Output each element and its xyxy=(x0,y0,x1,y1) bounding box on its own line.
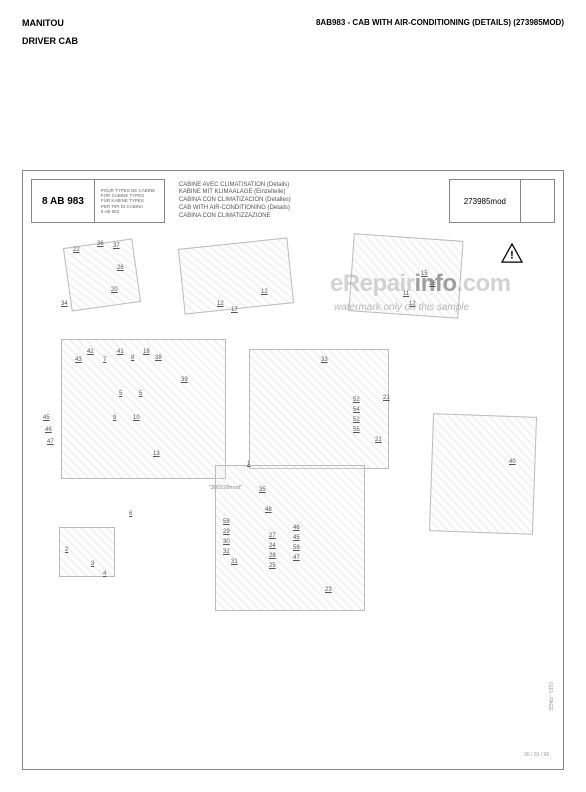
callout-number: 58 xyxy=(223,519,230,525)
callout-number: 28 xyxy=(269,553,276,559)
callout-number: 13 xyxy=(153,451,160,457)
callout-number: 9 xyxy=(113,415,116,421)
section-label: DRIVER CAB xyxy=(0,36,586,52)
diagram-frame: 8 AB 983 POUR TYPES DE CABINEFOR CABINE … xyxy=(22,170,564,770)
callout-number: 46 xyxy=(45,427,52,433)
description-line: KABINE MIT KLIMAALAGE (Einzelteile) xyxy=(179,189,435,197)
callout-number: 41 xyxy=(117,349,124,355)
callout-number: 12 xyxy=(261,289,268,295)
callout-number: 38 xyxy=(155,355,162,361)
callout-number: 4 xyxy=(103,571,106,577)
callout-number: 48 xyxy=(265,507,272,513)
callout-number: 47 xyxy=(293,555,300,561)
svg-text:!: ! xyxy=(510,249,514,261)
callout-number: 42 xyxy=(87,349,94,355)
callout-number: 2 xyxy=(65,547,68,553)
callout-number: 55 xyxy=(353,427,360,433)
callout-number: 11 xyxy=(403,291,409,297)
callout-number: 18 xyxy=(143,349,150,355)
part-group-sketch xyxy=(249,349,389,469)
callout-number: 39 xyxy=(181,377,188,383)
cabin-types-box: POUR TYPES DE CABINEFOR CABINE TYPESFÜR … xyxy=(95,179,165,223)
callout-number: 33 xyxy=(321,357,328,363)
callout-number: 21 xyxy=(375,437,382,443)
title-block: 8 AB 983 POUR TYPES DE CABINEFOR CABINE … xyxy=(31,179,555,223)
description-line: CABINA CON CLIMATIZACION (Detalles) xyxy=(179,197,435,205)
empty-cell xyxy=(521,179,555,223)
callout-number: 17 xyxy=(231,307,238,313)
part-group-sketch xyxy=(215,465,365,611)
callout-number: 7 xyxy=(103,357,106,363)
callout-number: 24 xyxy=(269,543,276,549)
callout-number: 27 xyxy=(269,533,276,539)
callout-number: 8 xyxy=(131,355,134,361)
description-line: CAB WITH AIR-CONDITIONING (Details) xyxy=(179,205,435,213)
callout-number: 32 xyxy=(223,549,230,555)
callout-number: 3 xyxy=(91,561,94,567)
exploded-diagram: ! "285228mod" 30 / 03 / 99 0110 - PAGE 2… xyxy=(31,229,555,761)
callout-number: 25 xyxy=(269,563,276,569)
callout-number: 23 xyxy=(325,587,332,593)
page-title: 8AB983 - CAB WITH AIR-CONDITIONING (DETA… xyxy=(316,18,564,27)
callout-number: 6 xyxy=(129,511,132,517)
callout-number: 12 xyxy=(217,301,224,307)
part-group-sketch xyxy=(178,237,294,314)
warning-icon: ! xyxy=(501,243,523,263)
callout-number: 45 xyxy=(43,415,50,421)
callout-number: 30 xyxy=(223,539,230,545)
types-line: 8 AB 983 xyxy=(101,209,158,214)
part-group-sketch xyxy=(429,413,537,535)
side-page-code: 0110 - PAGE xyxy=(547,682,553,711)
callout-number: 26 xyxy=(117,265,124,271)
part-number: 273985mod xyxy=(449,179,521,223)
callout-number: 29 xyxy=(223,529,230,535)
callout-number: 22 xyxy=(73,247,80,253)
callout-number: 58 xyxy=(293,545,300,551)
callout-number: 35 xyxy=(259,487,266,493)
callout-number: 40 xyxy=(509,459,516,465)
callout-number: 15 xyxy=(421,271,428,277)
part-group-sketch xyxy=(61,339,226,479)
callout-number: 36 xyxy=(97,241,104,247)
callout-number: 54 xyxy=(353,407,360,413)
callout-number: 52 xyxy=(353,397,360,403)
callout-number: 5 xyxy=(139,391,142,397)
callout-number: 43 xyxy=(75,357,82,363)
callout-number: 52 xyxy=(353,417,360,423)
callout-number: 20 xyxy=(111,287,118,293)
assembly-code: 8 AB 983 xyxy=(31,179,95,223)
callout-number: 12 xyxy=(409,301,416,307)
description-line: CABINE AVEC CLIMATISATION (Détails) xyxy=(179,182,435,190)
page-header: MANITOU 8AB983 - CAB WITH AIR-CONDITIONI… xyxy=(0,0,586,36)
description-line: CABINA CON CLIMATIZZAZIONE xyxy=(179,213,435,221)
callout-number: 10 xyxy=(133,415,140,421)
callout-number: 5 xyxy=(119,391,122,397)
callout-number: 1 xyxy=(247,461,250,467)
callout-number: 34 xyxy=(61,301,68,307)
callout-number: 47 xyxy=(47,439,54,445)
multilang-description: CABINE AVEC CLIMATISATION (Détails)KABIN… xyxy=(165,179,449,223)
brand-label: MANITOU xyxy=(22,18,64,28)
callout-number: 37 xyxy=(113,243,120,249)
callout-number: 31 xyxy=(231,559,238,565)
callout-number: 45 xyxy=(293,535,300,541)
part-group-sketch xyxy=(348,233,463,318)
footer-date: 30 / 03 / 99 xyxy=(524,752,549,758)
callout-number: 16 xyxy=(429,281,436,287)
callout-number: 21 xyxy=(383,395,390,401)
callout-number: 46 xyxy=(293,525,300,531)
